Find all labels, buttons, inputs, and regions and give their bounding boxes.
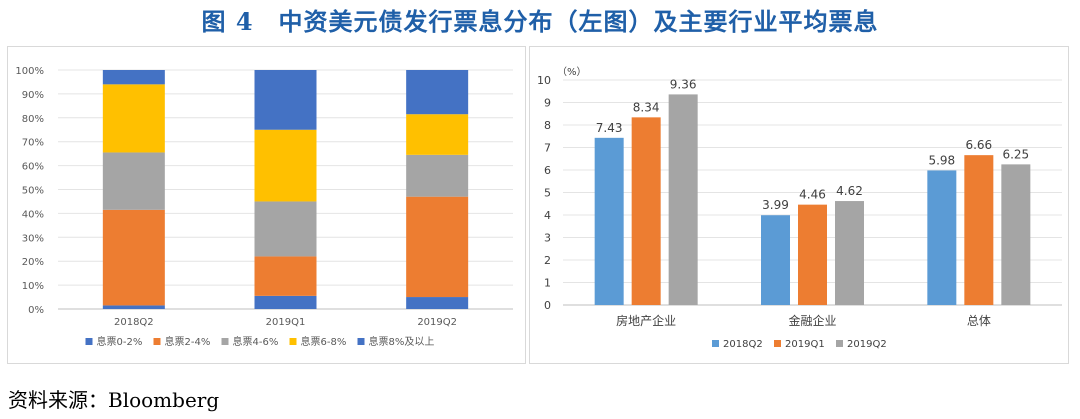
bar-segment-2018Q2-series-3 xyxy=(102,152,165,210)
x-tick-label: 2018Q2 xyxy=(114,317,154,328)
bar-房地产企业-2019Q2 xyxy=(668,94,698,306)
y-tick-label: 30% xyxy=(22,233,44,244)
industry-average-coupon-chart: 0 1 2 3 4 5 6 7 8 9 10 （%） 7.43 8.34 9.36 房地产企业 3.99 4.46… xyxy=(537,66,1062,350)
bar-总体-2019Q2 xyxy=(1001,164,1031,305)
data-label: 5.98 xyxy=(928,153,955,167)
coupon-distribution-chart: 0% 10% 20% 30% 40% 50% 60% 70% 80% 90% 100% 2018Q2 2… xyxy=(15,66,513,348)
bar-segment-2018Q2-series-2 xyxy=(102,209,165,306)
y-tick-label: 2 xyxy=(544,254,551,267)
data-label: 7.43 xyxy=(596,121,623,135)
y-tick-label: 10 xyxy=(537,74,551,87)
bar-segment-2019Q1-series-4 xyxy=(254,129,317,202)
legend-swatch xyxy=(289,338,297,345)
bar-segment-2018Q2-series-1 xyxy=(102,305,165,309)
data-label: 6.66 xyxy=(965,138,992,152)
bar-segment-2019Q1-series-5 xyxy=(254,70,317,130)
legend-label: 息票2-4% xyxy=(165,335,211,348)
bar-总体-2018Q2 xyxy=(927,170,957,305)
bar-金融企业-2019Q1 xyxy=(798,204,827,305)
y-tick-label: 20% xyxy=(22,257,44,268)
coupon-distribution-chart-panel: 0% 10% 20% 30% 40% 50% 60% 70% 80% 90% 100% 2018Q2 2… xyxy=(7,46,526,364)
y-tick-label: 50% xyxy=(22,186,44,197)
bar-segment-2019Q2-series-2 xyxy=(406,196,469,298)
bar-segment-2019Q2-series-1 xyxy=(406,297,469,309)
bar-segment-2019Q1-series-1 xyxy=(254,295,317,309)
x-tick-label: 房地产企业 xyxy=(616,313,676,328)
data-label: 9.36 xyxy=(670,77,697,91)
bar-总体-2019Q1 xyxy=(964,155,994,305)
y-tick-label: 1 xyxy=(544,277,551,290)
y-tick-label: 5 xyxy=(544,187,551,200)
bar-金融企业-2019Q2 xyxy=(835,201,864,305)
bar-房地产企业-2019Q1 xyxy=(631,117,661,305)
y-tick-label: 6 xyxy=(544,164,551,177)
figure-title: 图 4 中资美元债发行票息分布（左图）及主要行业平均票息 xyxy=(201,7,879,36)
y-tick-label: 60% xyxy=(22,162,44,173)
legend-swatch xyxy=(774,340,781,347)
y-tick-label: 10% xyxy=(22,281,44,292)
x-tick-label: 总体 xyxy=(967,314,991,328)
legend-label: 2018Q2 xyxy=(723,339,763,350)
legend-swatch xyxy=(221,338,229,345)
legend-label: 息票0-2% xyxy=(97,335,143,348)
data-label: 8.34 xyxy=(633,100,660,114)
data-label: 4.46 xyxy=(799,188,826,202)
legend-swatch xyxy=(357,338,365,345)
bar-segment-2018Q2-series-5 xyxy=(102,70,165,85)
legend-label: 息票6-8% xyxy=(301,335,347,348)
y-tick-label: 0 xyxy=(544,299,551,312)
y-tick-label: 0% xyxy=(28,305,44,316)
bar-segment-2019Q1-series-3 xyxy=(254,201,317,257)
legend-swatch xyxy=(153,338,161,345)
legend-label: 2019Q1 xyxy=(785,339,825,350)
y-tick-label: 8 xyxy=(544,119,551,132)
legend-label: 息票8%及以上 xyxy=(369,335,435,348)
bar-金融企业-2018Q2 xyxy=(761,215,790,305)
y-tick-label: 100% xyxy=(15,66,44,77)
bar-segment-2019Q2-series-4 xyxy=(406,114,469,155)
y-axis-unit-label: （%） xyxy=(557,66,587,78)
y-tick-label: 4 xyxy=(544,209,551,222)
y-tick-label: 40% xyxy=(22,209,44,220)
bar-segment-2019Q2-series-3 xyxy=(406,154,469,197)
legend-swatch xyxy=(712,340,719,347)
source-note: 资料来源：Bloomberg xyxy=(8,388,220,412)
legend-swatch xyxy=(85,338,93,345)
x-tick-label: 金融企业 xyxy=(788,313,836,328)
y-tick-label: 3 xyxy=(544,232,551,245)
legend-swatch xyxy=(836,340,843,347)
industry-average-coupon-chart-panel: 0 1 2 3 4 5 6 7 8 9 10 （%） 7.43 8.34 9.36 房地产企业 3.99 4.46… xyxy=(529,46,1069,364)
y-tick-label: 7 xyxy=(544,142,551,155)
y-tick-label: 90% xyxy=(22,90,44,101)
y-tick-label: 9 xyxy=(544,97,551,110)
x-tick-label: 2019Q1 xyxy=(266,317,306,328)
legend-label: 2019Q2 xyxy=(847,339,887,350)
bar-segment-2019Q1-series-2 xyxy=(254,256,317,296)
bar-房地产企业-2018Q2 xyxy=(594,137,624,305)
bar-segment-2019Q2-series-5 xyxy=(406,70,469,115)
data-label: 3.99 xyxy=(762,198,789,212)
bar-segment-2018Q2-series-4 xyxy=(102,84,165,153)
legend-label: 息票4-6% xyxy=(233,335,279,348)
x-tick-label: 2019Q2 xyxy=(417,317,457,328)
data-label: 4.62 xyxy=(836,184,863,198)
data-label: 6.25 xyxy=(1002,147,1029,161)
y-tick-label: 70% xyxy=(22,138,44,149)
y-tick-label: 80% xyxy=(22,114,44,125)
